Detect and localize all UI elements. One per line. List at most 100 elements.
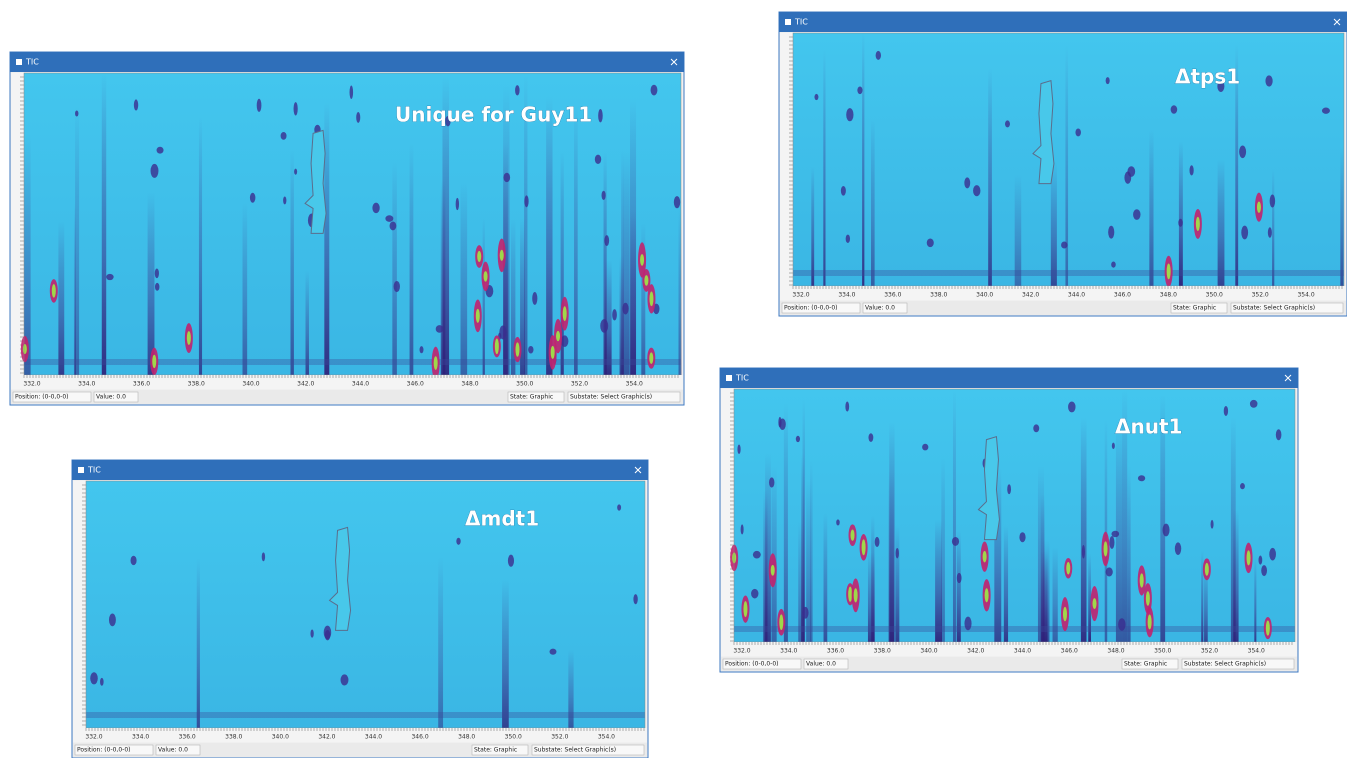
status-text: Position: (0-0,0-0) [725, 661, 778, 668]
x-tick-label: 354.0 [1297, 292, 1314, 299]
x-tick-label: 350.0 [1206, 292, 1223, 299]
x-tick-label: 332.0 [792, 292, 809, 299]
signal-spot [109, 613, 116, 626]
signal-spot [1163, 524, 1170, 537]
signal-spot [281, 132, 287, 140]
signal-spot [356, 112, 360, 123]
hot-spot-core [851, 530, 855, 541]
signal-spot [1268, 227, 1272, 237]
signal-streak [1231, 417, 1236, 642]
x-tick-label: 346.0 [1114, 292, 1131, 299]
x-tick-label: 338.0 [930, 292, 947, 299]
x-tick-label: 350.0 [505, 734, 522, 741]
signal-streak [1149, 129, 1153, 286]
signal-spot [769, 477, 774, 487]
signal-spot [952, 537, 959, 546]
heatmap[interactable] [730, 389, 1295, 642]
window-icon [726, 375, 732, 381]
hot-spot-core [1205, 563, 1209, 576]
hot-spot-core [1063, 607, 1067, 621]
hot-spot-core [477, 251, 481, 262]
screenshot: TICUnique for Guy11332.0334.0336.0338.03… [0, 0, 1347, 758]
x-tick-label: 334.0 [780, 648, 797, 655]
heatmap[interactable] [86, 481, 645, 728]
hot-spot-core [152, 355, 156, 368]
signal-spot [1019, 532, 1025, 542]
status-text: Value: 0.0 [96, 394, 126, 401]
signal-streak [199, 117, 202, 375]
signal-spot [1138, 475, 1145, 481]
hot-spot-core [771, 565, 775, 576]
x-tick-label: 338.0 [874, 648, 891, 655]
signal-spot [310, 629, 313, 637]
signal-streak [324, 102, 329, 375]
signal-spot [964, 177, 970, 188]
x-tick-label: 354.0 [626, 381, 643, 388]
signal-streak [438, 557, 443, 728]
y-ruler [73, 481, 86, 728]
signal-spot [1178, 219, 1182, 227]
x-tick-label: 332.0 [85, 734, 102, 741]
hot-spot-core [1167, 263, 1171, 279]
signal-spot [90, 672, 98, 684]
signal-spot [262, 552, 265, 561]
hot-spot-core [1104, 541, 1108, 556]
signal-spot [294, 169, 297, 175]
signal-spot [602, 191, 606, 200]
signal-spot [1259, 556, 1263, 565]
hot-spot-core [983, 551, 987, 563]
heatmap[interactable] [793, 33, 1344, 287]
signal-spot [802, 607, 808, 619]
signal-spot [499, 325, 506, 339]
signal-spot [1239, 145, 1246, 158]
signal-spot [1265, 75, 1272, 86]
signal-spot [528, 346, 533, 353]
hot-spot-core [187, 331, 191, 345]
signal-spot [155, 283, 159, 291]
signal-spot [778, 417, 781, 428]
y-ruler [11, 73, 24, 375]
signal-spot [875, 537, 880, 547]
heatmap-background [793, 33, 1344, 286]
signal-spot [796, 436, 800, 442]
signal-streak [74, 203, 76, 375]
signal-spot [922, 444, 928, 451]
overlay-label: Unique for Guy11 [395, 103, 592, 127]
signal-spot [595, 155, 601, 164]
signal-streak [290, 150, 293, 375]
hot-spot-core [1257, 202, 1261, 213]
signal-streak [889, 422, 894, 642]
x-tick-label: 336.0 [133, 381, 150, 388]
signal-spot [385, 215, 393, 222]
signal-streak [763, 490, 767, 642]
signal-spot [674, 196, 680, 208]
hot-spot-core [500, 250, 504, 261]
signal-spot [294, 102, 298, 115]
signal-spot [504, 173, 511, 182]
heatmap-background [86, 481, 645, 728]
signal-spot [134, 99, 138, 110]
signal-spot [1270, 195, 1275, 208]
x-tick-label: 332.0 [23, 381, 40, 388]
hot-spot-core [848, 587, 852, 602]
hot-spot-core [649, 291, 653, 306]
signal-streak [574, 105, 578, 375]
signal-spot [1269, 548, 1276, 561]
hot-spot-core [1196, 217, 1200, 231]
signal-streak [1127, 466, 1130, 642]
overlay-label: Δnut1 [1115, 415, 1182, 439]
hot-spot-core [743, 601, 747, 617]
signal-streak [148, 193, 155, 375]
status-text: Value: 0.0 [158, 747, 188, 754]
signal-streak [1015, 174, 1022, 286]
signal-streak [410, 143, 414, 375]
hot-spot-core [52, 284, 56, 297]
signal-spot [857, 86, 862, 94]
signal-spot [250, 193, 255, 203]
signal-spot [1005, 120, 1010, 127]
y-ruler [780, 33, 793, 286]
x-tick-label: 340.0 [242, 381, 259, 388]
heatmap-background [734, 389, 1295, 642]
baseline-band [793, 270, 1344, 276]
signal-spot [456, 538, 460, 545]
